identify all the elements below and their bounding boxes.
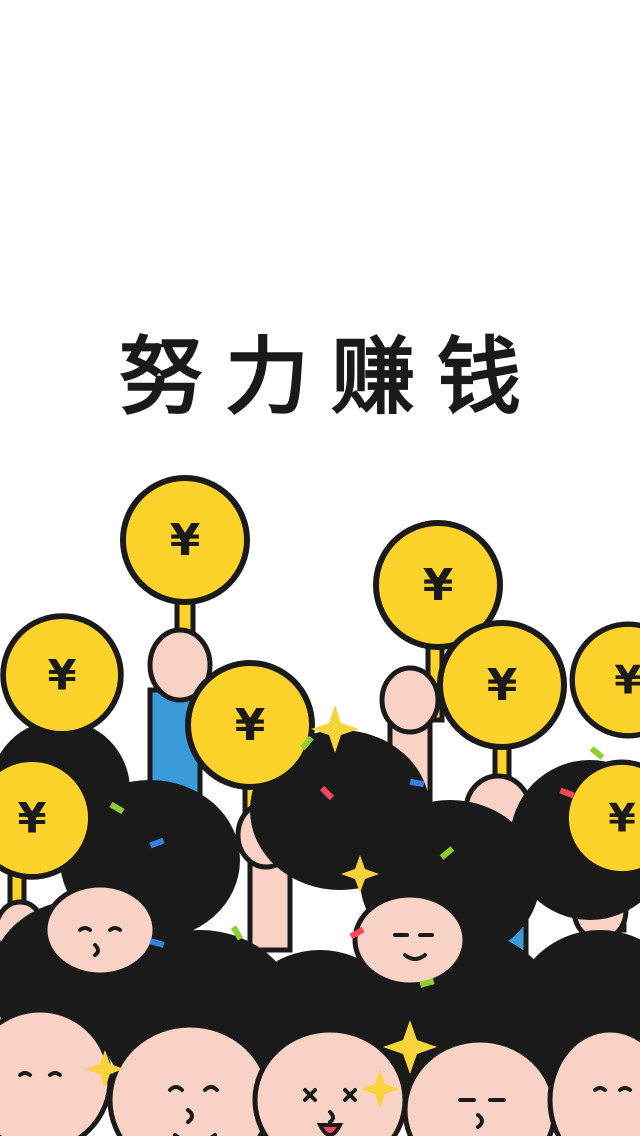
sparkles [86,705,437,1108]
coin-1: ¥ [170,515,201,566]
coin-3: ¥ [235,700,266,751]
tongue [316,1123,344,1136]
confetti [109,735,605,988]
coin-7: ¥ [614,658,640,704]
crowd-faces [0,882,640,1136]
coin-4: ¥ [423,560,454,611]
coin-8: ¥ [608,796,636,842]
coin-6: ¥ [17,793,46,842]
face-features [18,926,632,1136]
headline-text: 努力赚钱 [118,328,543,426]
coin-2: ¥ [47,650,76,699]
coin-5: ¥ [487,660,518,711]
crowd-illustration: ¥ ¥ ¥ ¥ ¥ ¥ ¥ ¥ [0,460,640,1136]
coin-signs: ¥ ¥ ¥ ¥ ¥ ¥ ¥ ¥ [0,478,640,877]
